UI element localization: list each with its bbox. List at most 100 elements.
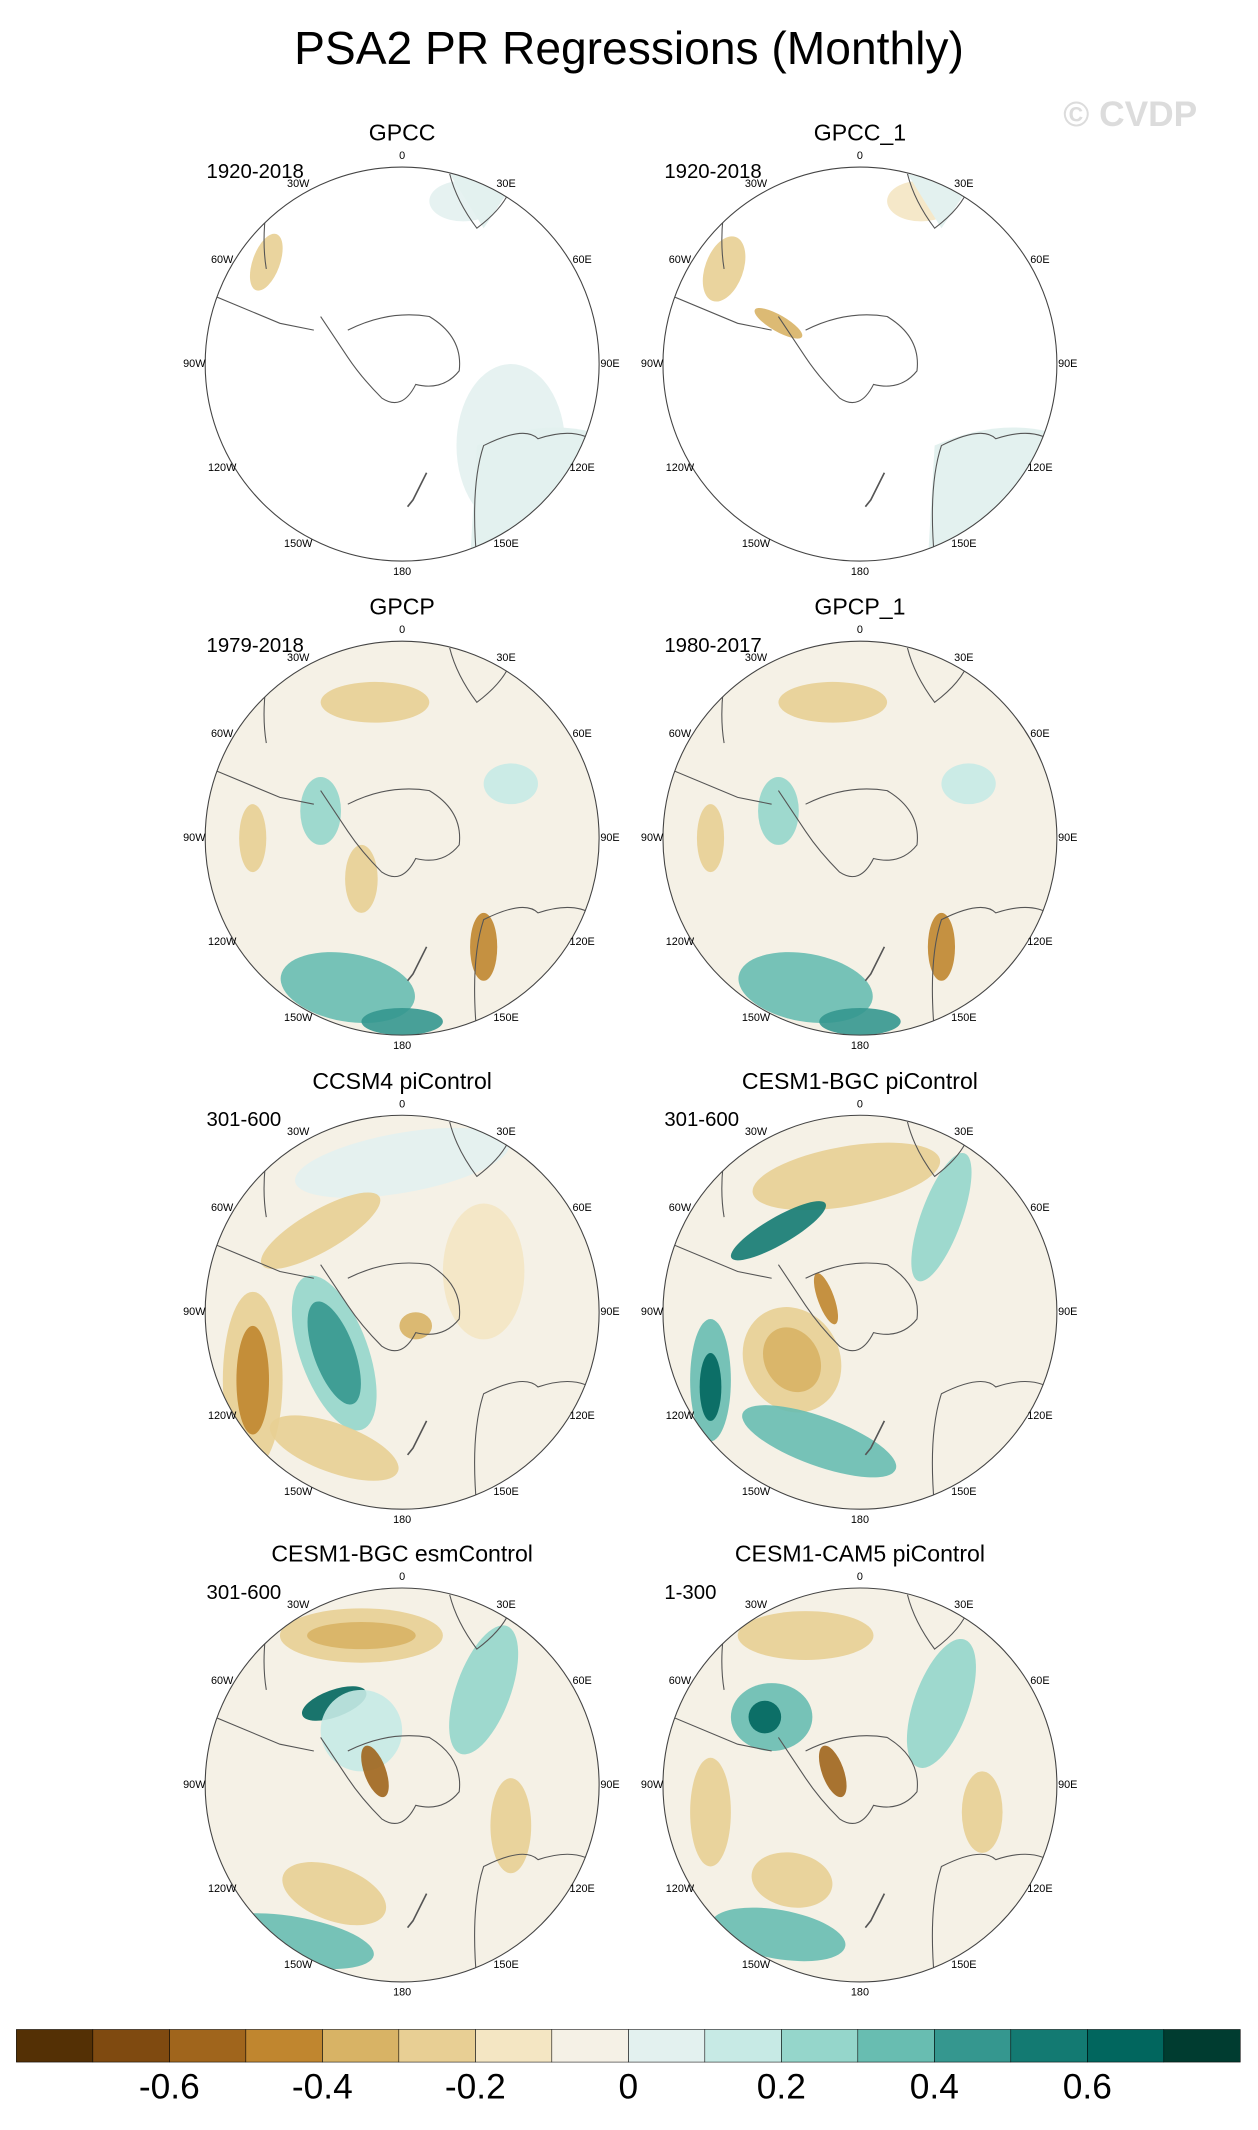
anomaly — [911, 1152, 972, 1282]
colorbar-label: -0.6 — [139, 2068, 200, 2107]
africa — [906, 1594, 970, 1650]
longitude-label: 120W — [208, 1410, 237, 1422]
longitude-label: 30W — [745, 652, 768, 664]
longitude-label: 90W — [183, 1306, 206, 1318]
longitude-label: 90E — [600, 1306, 619, 1318]
longitude-label: 90E — [1058, 832, 1077, 844]
longitude-label: 120W — [666, 462, 695, 474]
longitude-label: 120E — [1027, 936, 1052, 948]
longitude-label: 150W — [742, 538, 771, 550]
longitude-label: 150W — [284, 1959, 313, 1971]
colorbar-box — [169, 2029, 247, 2063]
antarctica — [320, 1262, 461, 1352]
colorbar-box — [92, 2029, 170, 2063]
anomaly — [742, 1405, 897, 1478]
longitude-label: 90W — [183, 832, 206, 844]
longitude-label: 90W — [183, 1779, 206, 1791]
longitude-label: 60W — [211, 728, 234, 740]
longitude-label: 0 — [857, 150, 863, 162]
longitude-label: 90E — [600, 358, 619, 370]
longitude-label: 180 — [393, 1040, 411, 1052]
longitude-label: 150E — [493, 1486, 518, 1498]
longitude-label: 30E — [496, 1126, 515, 1138]
longitude-label: 60W — [211, 1675, 234, 1687]
anomaly — [307, 1301, 361, 1405]
longitude-label: 60W — [211, 254, 234, 266]
longitude-label: 150E — [951, 1486, 976, 1498]
map — [205, 167, 600, 562]
longitude-label: 30E — [954, 1599, 973, 1611]
figure-title: PSA2 PR Regressions (Monthly) — [294, 22, 964, 74]
anomaly — [748, 1700, 782, 1734]
longitude-label: 180 — [851, 1514, 869, 1526]
longitude-label: 180 — [851, 1987, 869, 1999]
map-border — [204, 1587, 600, 1983]
longitude-label: 150W — [284, 1486, 313, 1498]
new-zealand — [406, 1420, 428, 1456]
longitude-label: 60W — [211, 1202, 234, 1214]
anomaly — [236, 1325, 270, 1435]
longitude-label: 150W — [742, 1012, 771, 1024]
anomaly — [737, 1611, 874, 1660]
australia — [474, 1380, 600, 1510]
anomaly — [239, 804, 267, 873]
longitude-label: 120W — [208, 1883, 237, 1895]
colorbar-label: 0.2 — [757, 2068, 806, 2107]
longitude-label: 30W — [745, 1599, 768, 1611]
longitude-label: 60W — [669, 254, 692, 266]
new-zealand — [864, 946, 886, 982]
colorbar-box — [398, 2029, 476, 2063]
africa — [449, 1121, 512, 1178]
colorbar-box — [16, 2029, 94, 2063]
longitude-label: 60E — [572, 728, 591, 740]
anomaly — [490, 1778, 532, 1874]
longitude-label: 150E — [493, 1012, 518, 1024]
new-zealand — [406, 472, 428, 508]
longitude-label: 0 — [399, 624, 405, 636]
colorbar-box — [628, 2029, 706, 2063]
anomaly — [730, 1201, 826, 1261]
panel-title: GPCP_1 — [814, 594, 905, 620]
colorbar-label: 0.6 — [1063, 2068, 1112, 2107]
map-border — [662, 1114, 1058, 1510]
longitude-label: 120E — [569, 1883, 594, 1895]
anomaly — [361, 1745, 389, 1798]
longitude-label: 90W — [641, 1306, 664, 1318]
map-border — [662, 166, 1058, 562]
longitude-label: 180 — [393, 1987, 411, 1999]
anomaly — [927, 912, 956, 981]
colorbar-label: 0.4 — [910, 2068, 959, 2107]
longitude-label: 30E — [496, 1599, 515, 1611]
anomaly — [483, 763, 538, 805]
australia — [931, 906, 1057, 1036]
colorbar-box — [322, 2029, 400, 2063]
longitude-label: 0 — [399, 150, 405, 162]
land-tint — [927, 427, 1051, 562]
longitude-label: 60E — [1030, 728, 1049, 740]
africa — [449, 173, 512, 229]
longitude-label: 90E — [1058, 1779, 1077, 1791]
longitude-label: 90W — [641, 1779, 664, 1791]
longitude-label: 120E — [569, 936, 594, 948]
map-border — [662, 640, 1058, 1036]
longitude-label: 30E — [496, 652, 515, 664]
anomaly — [260, 1192, 381, 1269]
longitude-label: 150W — [742, 1959, 771, 1971]
anomaly — [813, 1272, 839, 1325]
longitude-label: 150W — [742, 1486, 771, 1498]
longitude-label: 30W — [745, 1126, 768, 1138]
antarctica — [320, 1735, 461, 1824]
colorbar-box — [1163, 2029, 1241, 2063]
australia — [474, 432, 600, 562]
antarctica — [777, 788, 918, 878]
longitude-label: 150W — [284, 1012, 313, 1024]
watermark: © CVDP — [1063, 95, 1197, 134]
longitude-label: 90W — [641, 358, 664, 370]
panel-period: 1980-2017 — [664, 635, 761, 657]
panel-period: 301-600 — [207, 1582, 282, 1604]
africa — [449, 647, 512, 704]
panel-title: CESM1-CAM5 piControl — [735, 1540, 985, 1566]
antarctica — [777, 1262, 918, 1352]
anomaly — [442, 1203, 525, 1340]
